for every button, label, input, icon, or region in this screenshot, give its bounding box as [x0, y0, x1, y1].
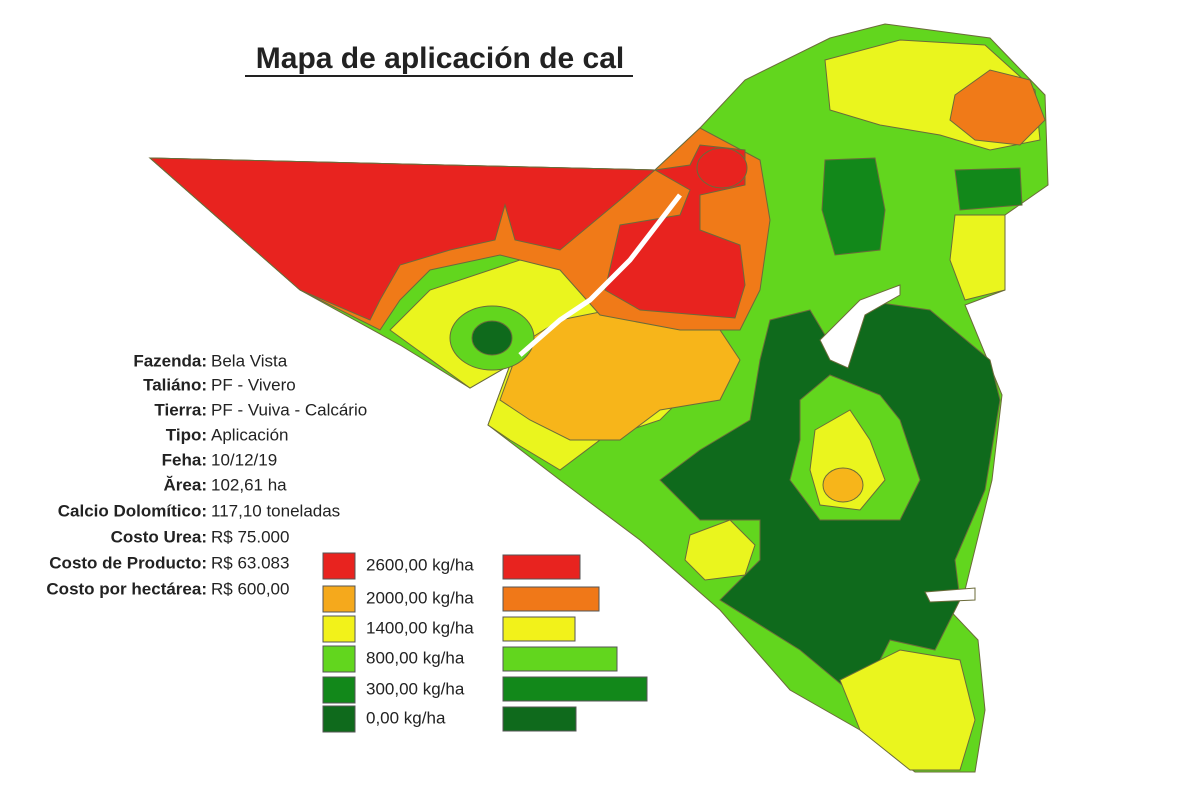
legend-label: 1400,00 kg/ha	[366, 618, 474, 637]
legend: 2600,00 kg/ha 2000,00 kg/ha 1400,00 kg/ha 8…	[322, 552, 474, 733]
zone-yellow-s	[839, 649, 976, 771]
zone-dark-n	[821, 157, 886, 256]
info-label: Feha:	[162, 450, 207, 469]
legend-label: 300,00 kg/ha	[366, 679, 465, 698]
creek-s	[924, 587, 976, 603]
info-value: 10/12/19	[211, 450, 277, 469]
field-map	[148, 23, 1049, 773]
info-value: R$ 63.083	[211, 553, 289, 572]
legend-swatch	[322, 645, 356, 673]
info-value: 102,61 ha	[211, 475, 287, 494]
legend-bar	[502, 586, 600, 612]
zone-red-n	[696, 147, 748, 189]
zone-amber-center	[822, 467, 864, 503]
legend-swatch	[322, 676, 356, 704]
zone-dark-w	[471, 320, 513, 356]
legend-swatch	[322, 615, 356, 643]
legend-bar	[502, 676, 648, 702]
zone-red	[148, 144, 746, 321]
info-label: Tierra:	[154, 400, 207, 419]
zone-dark-ne	[954, 167, 1023, 211]
info-label: Tipo:	[166, 425, 207, 444]
legend-label: 0,00 kg/ha	[366, 708, 446, 727]
info-label: Costo Urea:	[111, 527, 207, 546]
legend-label: 2600,00 kg/ha	[366, 555, 474, 574]
zone-yellow-sw	[684, 519, 756, 581]
info-label: Calcio Dolomítico:	[58, 501, 207, 520]
info-value: PF - Vivero	[211, 375, 296, 394]
legend-swatch	[322, 585, 356, 613]
legend-swatch	[322, 705, 356, 733]
info-value: R$ 75.000	[211, 527, 289, 546]
legend-bars	[502, 554, 648, 732]
info-value: 117,10 toneladas	[211, 501, 340, 520]
info-label: Costo por hectárea:	[46, 579, 207, 598]
legend-bar	[502, 646, 618, 672]
info-label: Costo de Producto:	[49, 553, 207, 572]
legend-bar	[502, 616, 576, 642]
info-value: Bela Vista	[211, 351, 288, 370]
info-value: Aplicación	[211, 425, 289, 444]
legend-bar	[502, 554, 581, 580]
info-label: Ărea:	[164, 475, 207, 494]
legend-bar	[502, 706, 577, 732]
zone-orange-ne	[949, 69, 1046, 146]
map-title: Mapa de aplicación de cal	[256, 42, 624, 75]
info-label: Taliáno:	[143, 375, 207, 394]
info-value: R$ 600,00	[211, 579, 289, 598]
info-label: Fazenda:	[133, 351, 207, 370]
legend-label: 800,00 kg/ha	[366, 648, 465, 667]
legend-label: 2000,00 kg/ha	[366, 588, 474, 607]
info-value: PF - Vuiva - Calcário	[211, 400, 367, 419]
creek	[819, 284, 901, 369]
river	[518, 193, 682, 357]
zone-yellow-e	[949, 214, 1006, 301]
legend-swatch	[322, 552, 356, 580]
